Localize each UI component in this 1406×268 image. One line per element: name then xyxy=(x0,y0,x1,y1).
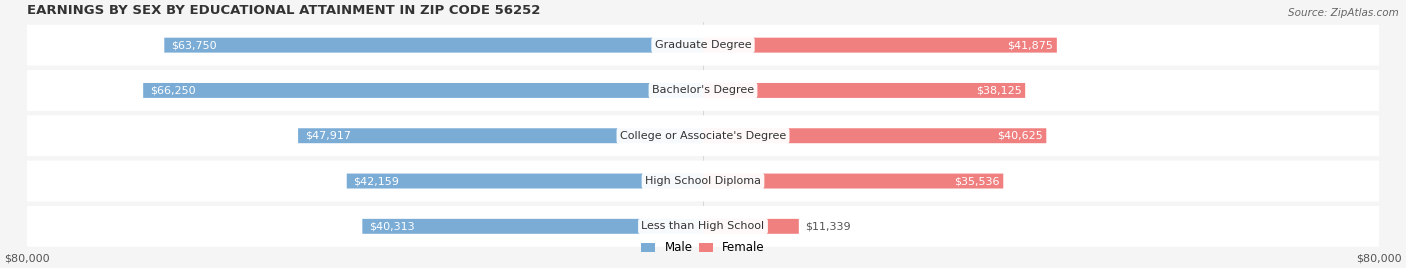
Text: $11,339: $11,339 xyxy=(806,221,851,231)
Text: High School Diploma: High School Diploma xyxy=(645,176,761,186)
FancyBboxPatch shape xyxy=(347,174,703,188)
FancyBboxPatch shape xyxy=(298,128,703,143)
Text: $41,875: $41,875 xyxy=(1008,40,1053,50)
FancyBboxPatch shape xyxy=(27,25,1379,66)
FancyBboxPatch shape xyxy=(27,70,1379,111)
FancyBboxPatch shape xyxy=(703,174,1004,188)
FancyBboxPatch shape xyxy=(27,206,1379,247)
FancyBboxPatch shape xyxy=(143,83,703,98)
Text: $42,159: $42,159 xyxy=(353,176,399,186)
Text: Bachelor's Degree: Bachelor's Degree xyxy=(652,85,754,95)
Text: $63,750: $63,750 xyxy=(172,40,217,50)
Text: Less than High School: Less than High School xyxy=(641,221,765,231)
Text: $47,917: $47,917 xyxy=(305,131,352,141)
Legend: Male, Female: Male, Female xyxy=(641,241,765,254)
FancyBboxPatch shape xyxy=(27,161,1379,202)
Text: College or Associate's Degree: College or Associate's Degree xyxy=(620,131,786,141)
Text: $66,250: $66,250 xyxy=(150,85,195,95)
FancyBboxPatch shape xyxy=(703,83,1025,98)
Text: $40,625: $40,625 xyxy=(997,131,1043,141)
FancyBboxPatch shape xyxy=(703,219,799,234)
Text: EARNINGS BY SEX BY EDUCATIONAL ATTAINMENT IN ZIP CODE 56252: EARNINGS BY SEX BY EDUCATIONAL ATTAINMEN… xyxy=(27,4,540,17)
FancyBboxPatch shape xyxy=(165,38,703,53)
Text: Source: ZipAtlas.com: Source: ZipAtlas.com xyxy=(1288,8,1399,18)
Text: $38,125: $38,125 xyxy=(976,85,1022,95)
Text: Graduate Degree: Graduate Degree xyxy=(655,40,751,50)
FancyBboxPatch shape xyxy=(363,219,703,234)
FancyBboxPatch shape xyxy=(703,128,1046,143)
Text: $35,536: $35,536 xyxy=(955,176,1000,186)
FancyBboxPatch shape xyxy=(703,38,1057,53)
FancyBboxPatch shape xyxy=(27,115,1379,156)
Text: $40,313: $40,313 xyxy=(370,221,415,231)
